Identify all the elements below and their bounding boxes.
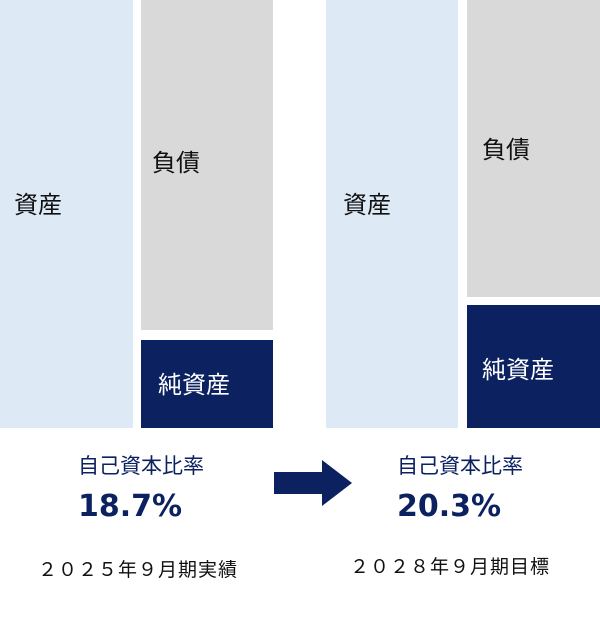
arrow-shape bbox=[274, 460, 352, 506]
liabilities-block bbox=[467, 0, 600, 297]
liabilities-label: 負債 bbox=[482, 136, 530, 164]
assets-label: 資産 bbox=[14, 191, 62, 219]
assets-block bbox=[0, 0, 133, 428]
period-label: ２０２５年９月期実績 bbox=[38, 559, 239, 581]
net-assets-block bbox=[141, 340, 273, 428]
arrow bbox=[274, 460, 352, 506]
assets-block bbox=[326, 0, 458, 428]
period-label: ２０２８年９月期目標 bbox=[350, 556, 551, 578]
liabilities-block bbox=[141, 0, 273, 330]
liabilities-label: 負債 bbox=[152, 149, 200, 177]
net-assets-block bbox=[467, 305, 600, 428]
ratio-value: 20.3% bbox=[397, 489, 502, 524]
net-assets-label: 純資産 bbox=[482, 356, 554, 384]
ratio-label: 自己資本比率 bbox=[397, 454, 523, 478]
ratio-label: 自己資本比率 bbox=[78, 454, 204, 478]
net-assets-label: 純資産 bbox=[158, 371, 230, 399]
ratio-value: 18.7% bbox=[78, 489, 183, 524]
assets-label: 資産 bbox=[343, 191, 391, 219]
